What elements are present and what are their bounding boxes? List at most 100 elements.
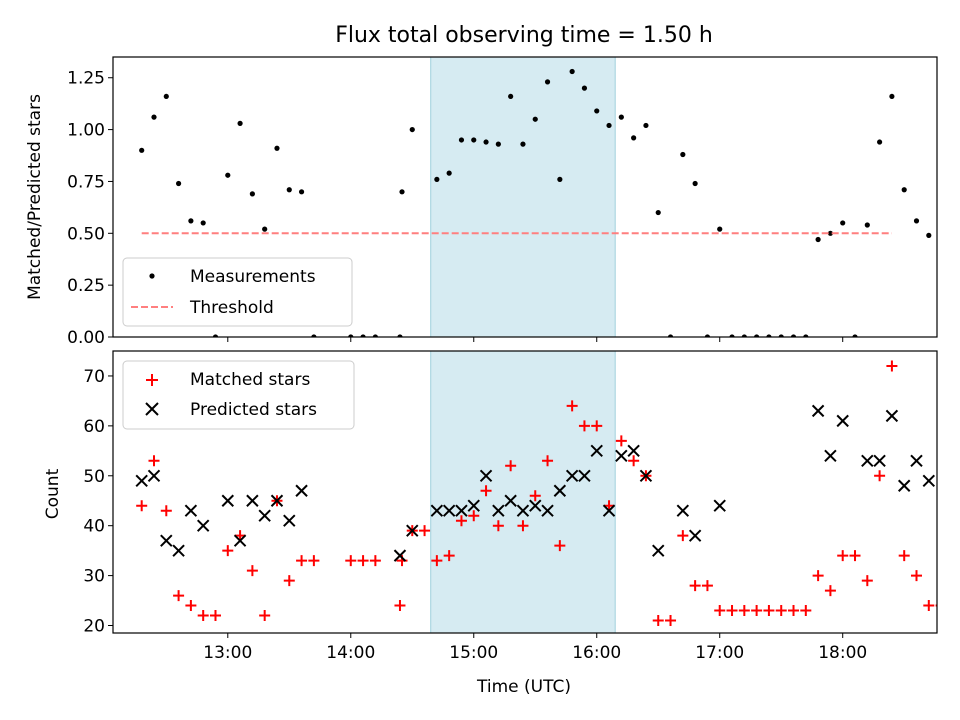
measurement-point <box>680 151 686 158</box>
measurement-point <box>926 232 932 238</box>
matched-point <box>714 605 726 617</box>
legend-predicted-label: Predicted stars <box>190 400 317 420</box>
matched-point <box>468 510 480 522</box>
measurement-point <box>557 176 563 182</box>
matched-point <box>197 610 209 622</box>
top-ylabel: Matched/Predicted stars <box>25 94 45 300</box>
x-tick-label: 18:00 <box>818 643 867 663</box>
matched-point <box>492 520 504 532</box>
measurement-point <box>852 334 858 337</box>
matched-point <box>148 455 160 467</box>
highlight-band <box>430 350 616 634</box>
highlight-band <box>430 56 616 338</box>
measurement-point <box>581 85 588 91</box>
matched-point <box>222 545 234 557</box>
measurement-point <box>717 226 723 232</box>
predicted-point <box>553 484 567 497</box>
predicted-point <box>479 469 493 482</box>
matched-point <box>689 580 701 592</box>
matched-point <box>345 555 357 567</box>
matched-point <box>542 455 554 467</box>
measurement-point <box>790 334 797 337</box>
x-tick-label: 14:00 <box>326 643 375 663</box>
y-tick-label: 50 <box>83 467 105 487</box>
y-tick-label: 1.25 <box>67 69 105 89</box>
bottom-ylabel: Count <box>43 468 63 519</box>
measurement-point <box>803 334 809 337</box>
predicted-point <box>467 499 480 512</box>
y-tick-label: 20 <box>83 617 105 637</box>
matched-point <box>701 580 713 592</box>
measurement-point <box>754 334 760 337</box>
y-tick-label: 30 <box>83 567 105 587</box>
matched-point <box>455 515 467 527</box>
predicted-point <box>430 504 444 517</box>
matched-point <box>443 550 455 562</box>
x-tick-label: 13:00 <box>203 643 252 663</box>
matched-point <box>874 470 886 482</box>
measurement-point <box>815 236 821 243</box>
matched-point <box>800 605 812 617</box>
top-panel: Matched/Predicted stars 0.00 0.25 0.50 0.75… <box>25 56 938 348</box>
matched-point <box>160 505 172 517</box>
predicted-point <box>455 504 468 517</box>
predicted-point <box>442 504 456 517</box>
predicted-point <box>135 474 148 487</box>
y-tick-label: 0.25 <box>67 276 105 296</box>
bottom-panel: Count Time (UTC) 20 30 40 50 60 70 13:00 14:00 1… <box>43 350 938 697</box>
measurement-point <box>237 120 243 126</box>
measurement-point <box>249 191 255 197</box>
predicted-point <box>504 494 517 507</box>
legend-matched-label: Matched stars <box>190 370 310 390</box>
measurement-point <box>188 218 194 224</box>
predicted-point <box>922 474 936 487</box>
matched-point <box>369 555 381 567</box>
legend-measurements-marker <box>149 273 155 279</box>
plot-area <box>135 360 937 627</box>
matched-point <box>923 600 935 612</box>
matched-point <box>554 540 566 552</box>
matched-point <box>296 555 308 567</box>
matched-point <box>209 610 221 622</box>
matched-point <box>911 570 923 582</box>
predicted-point <box>824 449 837 463</box>
measurement-point <box>827 230 834 236</box>
measurement-point <box>471 137 477 143</box>
matched-point <box>419 525 431 537</box>
predicted-point <box>836 414 849 428</box>
x-tick-label: 16:00 <box>572 643 621 663</box>
matched-point <box>763 605 775 617</box>
matched-point <box>775 605 787 617</box>
matched-point <box>726 605 738 617</box>
bottom-legend-frame <box>122 360 355 430</box>
x-tick-label: 15:00 <box>449 643 498 663</box>
matched-point <box>738 605 750 617</box>
predicted-point <box>160 534 173 547</box>
predicted-point <box>565 469 579 482</box>
matched-point <box>566 400 578 412</box>
bottom-legend: Matched stars Predicted stars <box>122 360 355 430</box>
predicted-point <box>676 504 690 517</box>
top-legend-frame <box>122 257 353 327</box>
predicted-point <box>270 494 284 507</box>
predicted-point <box>406 524 419 537</box>
predicted-point <box>578 469 591 482</box>
measurement-point <box>544 79 551 85</box>
measurement-point <box>532 116 538 122</box>
matched-point <box>615 435 627 447</box>
matched-point <box>173 590 185 602</box>
measurement-point <box>175 180 182 187</box>
measurement-point <box>360 334 366 337</box>
measurement-point <box>274 145 280 151</box>
measurement-point <box>397 334 403 337</box>
y-tick-label: 1.00 <box>67 121 105 141</box>
y-tick-label: 0.00 <box>67 328 105 348</box>
chart-title: Flux total observing time = 1.50 h <box>335 23 713 48</box>
matched-point <box>628 455 640 467</box>
matched-point <box>431 555 443 567</box>
predicted-point <box>639 469 653 482</box>
predicted-point <box>283 514 296 527</box>
measurement-point <box>631 135 637 141</box>
measurement-point <box>212 334 219 337</box>
measurement-point <box>569 68 575 75</box>
